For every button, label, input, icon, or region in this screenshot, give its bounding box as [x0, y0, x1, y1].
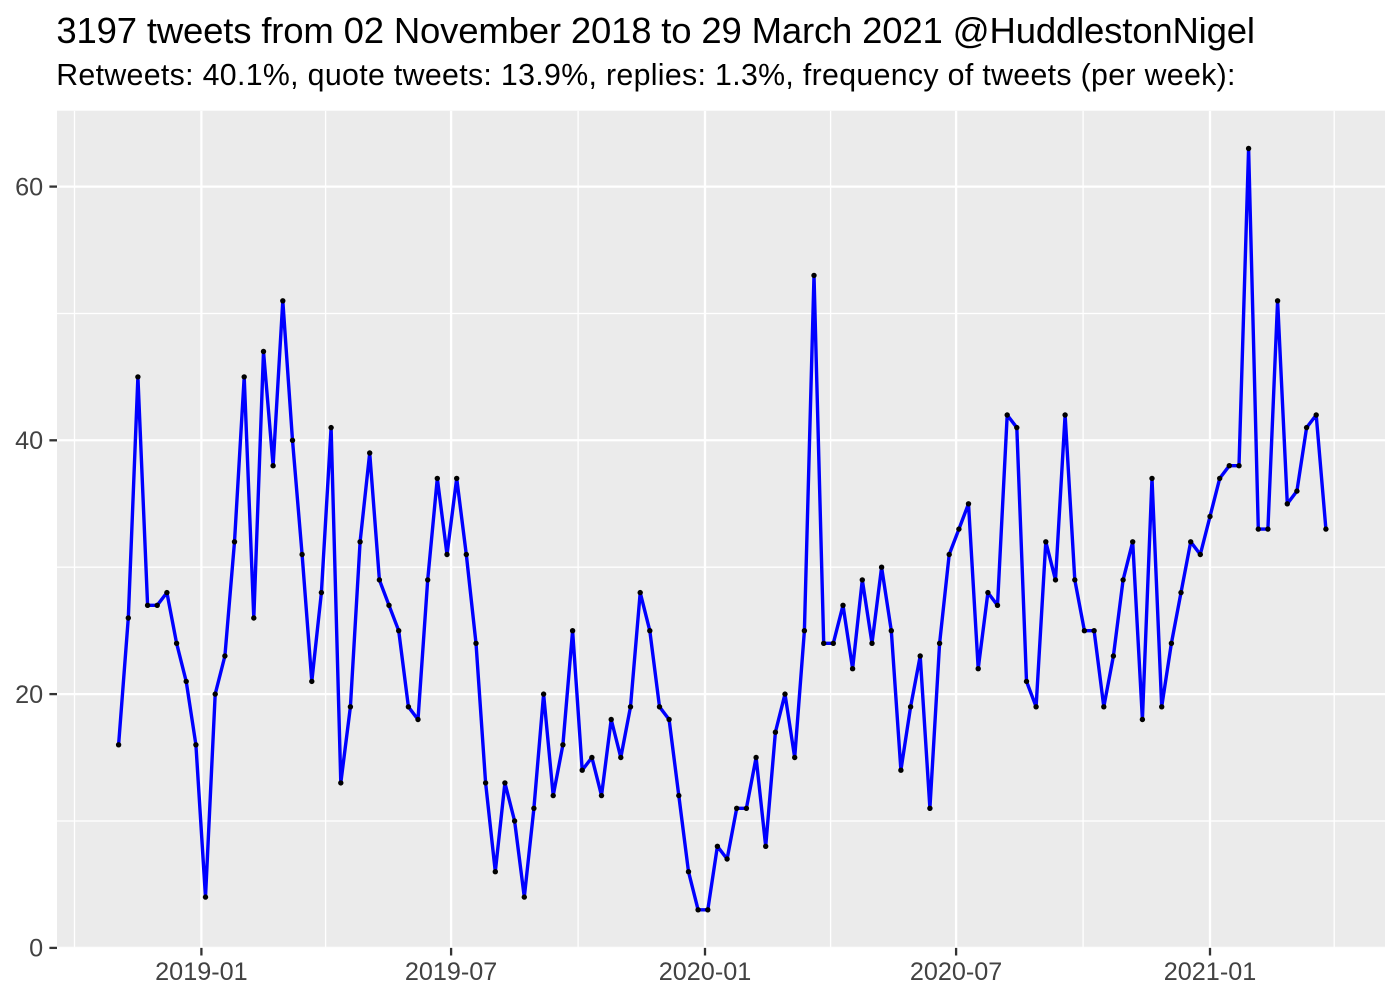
- svg-text:2019-07: 2019-07: [405, 958, 497, 986]
- svg-text:40: 40: [15, 427, 43, 455]
- svg-text:3197 tweets from 02 November 2: 3197 tweets from 02 November 2018 to 29 …: [56, 10, 1254, 51]
- svg-text:0: 0: [29, 935, 43, 963]
- svg-text:Retweets: 40.1%, quote tweets:: Retweets: 40.1%, quote tweets: 13.9%, re…: [56, 59, 1236, 92]
- svg-text:2021-01: 2021-01: [1164, 958, 1256, 986]
- svg-text:20: 20: [15, 681, 43, 709]
- svg-text:60: 60: [15, 173, 43, 201]
- svg-text:2019-01: 2019-01: [155, 958, 247, 986]
- svg-text:2020-01: 2020-01: [659, 958, 751, 986]
- svg-text:2020-07: 2020-07: [910, 958, 1002, 986]
